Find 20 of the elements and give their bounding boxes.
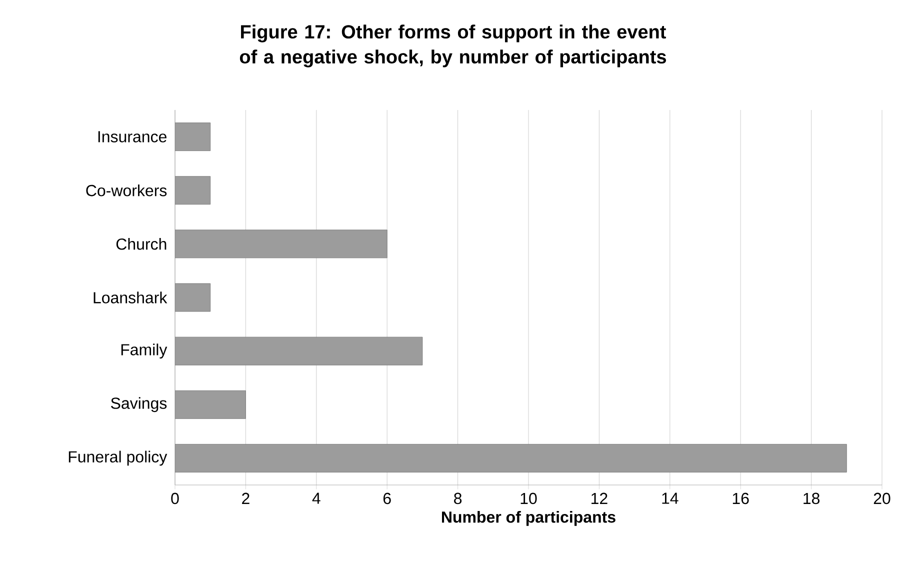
x-axis-title: Number of participants bbox=[442, 510, 616, 526]
x-tick-label: 4 bbox=[312, 492, 320, 504]
chart-title: Figure 17: Other forms of support in the event of a negative shock, by number of participants bbox=[240, 24, 666, 68]
y-tick-label: Family bbox=[121, 344, 168, 359]
y-tick-label: Savings bbox=[111, 397, 167, 412]
x-tick-label: 2 bbox=[242, 492, 250, 504]
y-tick-label: Insurance bbox=[98, 131, 166, 142]
x-tick-label: 16 bbox=[732, 492, 749, 504]
x-tick-label: 12 bbox=[592, 492, 608, 504]
x-tick-label: 20 bbox=[874, 492, 890, 504]
y-tick-label: Co-workers bbox=[86, 184, 167, 196]
x-tick-label: 18 bbox=[804, 492, 820, 504]
y-tick-label: Funeral policy bbox=[68, 450, 168, 466]
x-tick-label: 8 bbox=[454, 492, 462, 504]
x-tick-label: 14 bbox=[662, 492, 678, 504]
x-tick-label: 0 bbox=[171, 492, 179, 504]
y-tick-label: Church bbox=[116, 238, 166, 250]
x-tick-label: 10 bbox=[520, 492, 537, 504]
x-tick-label: 6 bbox=[383, 492, 391, 504]
y-tick-label: Loanshark bbox=[94, 292, 168, 304]
